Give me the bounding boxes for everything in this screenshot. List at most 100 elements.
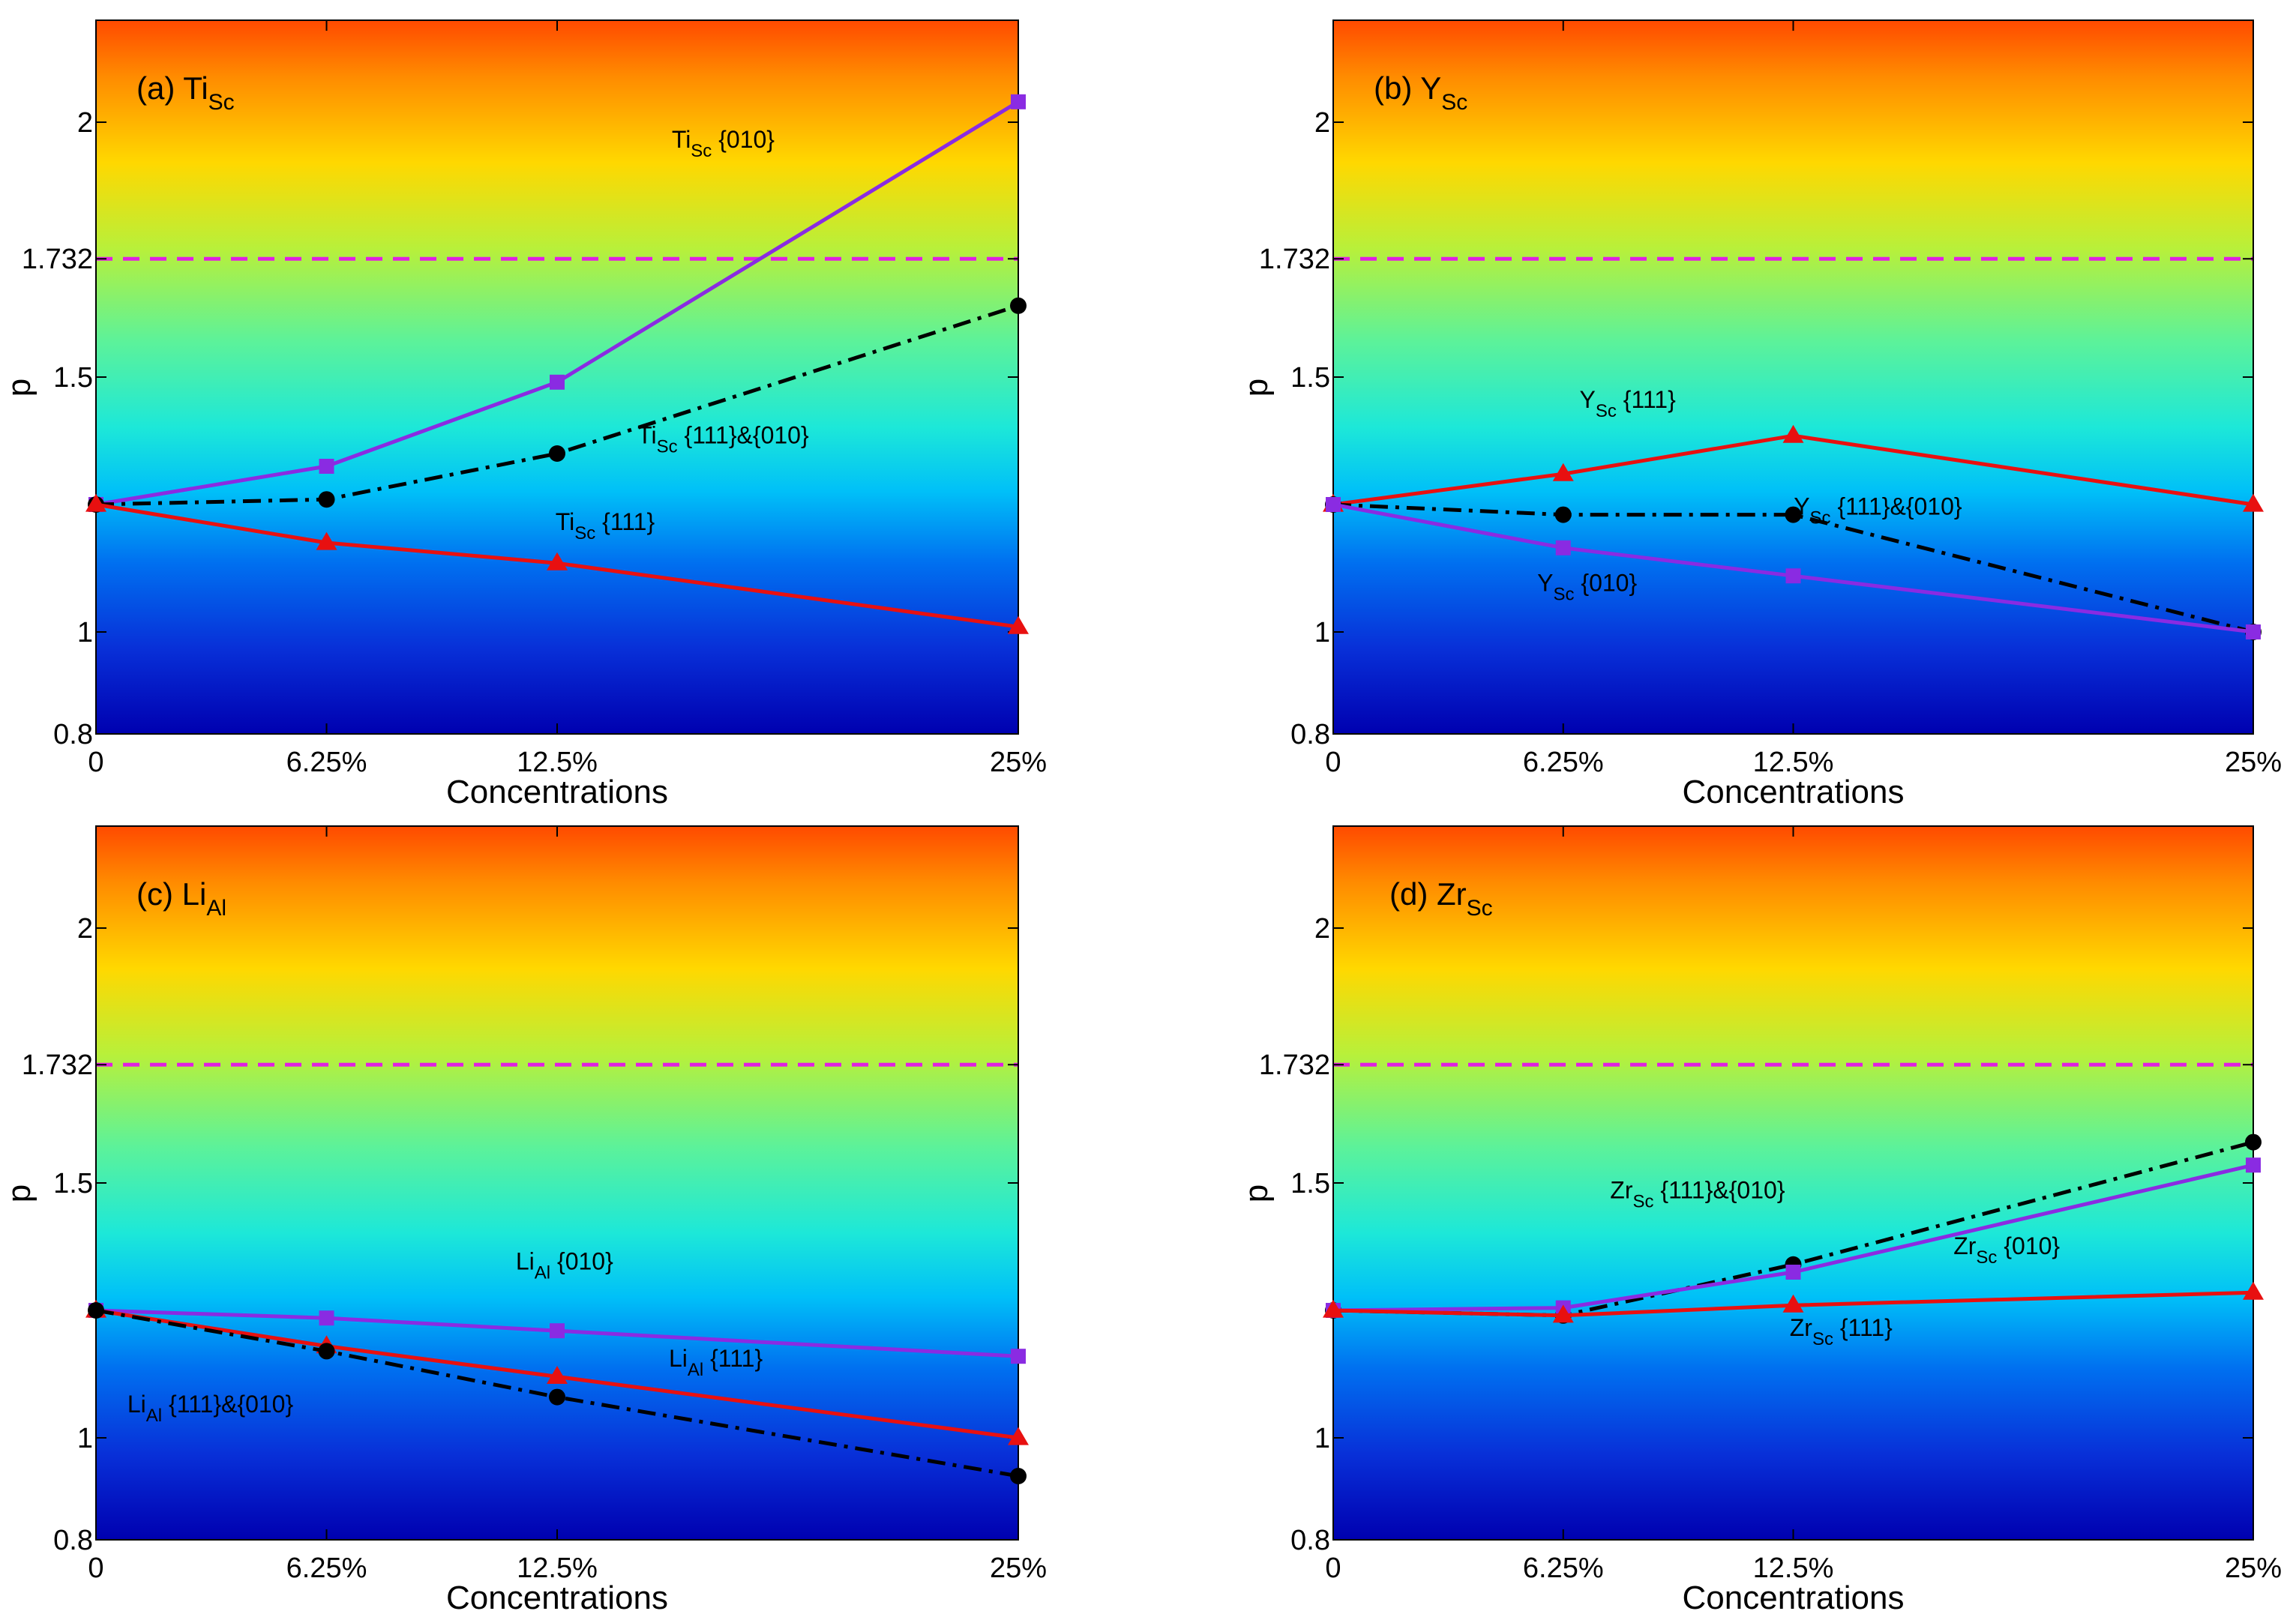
y-tick-label: 1.5: [1290, 362, 1330, 394]
y-axis-label: p: [1, 379, 37, 397]
plot-background: [1333, 20, 2253, 734]
panel-title: (b) YSc: [1374, 70, 1467, 115]
data-point: [1010, 1468, 1027, 1484]
data-point: [1552, 1304, 1574, 1323]
y-tick-label: 1.732: [1259, 244, 1330, 275]
x-tick-label: 0: [1325, 1553, 1341, 1584]
data-point: [1785, 568, 1801, 584]
series-line: [95, 304, 1019, 507]
panel-b: 0.8 1 1.5 1.732 2 0 6.25% 12.5% 25% Concentration…: [1238, 19, 2282, 810]
series-label: LiAl {111}: [669, 1345, 763, 1380]
x-tick-label: 6.25%: [286, 1553, 367, 1584]
plot-background: [96, 826, 1018, 1540]
series-line: [95, 502, 1019, 629]
x-tick-label: 25%: [2225, 1553, 2282, 1584]
data-point: [318, 491, 335, 508]
data-point: [1011, 94, 1026, 109]
data-point: [2246, 624, 2261, 639]
series-label: ZrSc {111}&{010}: [1610, 1176, 1785, 1211]
x-tick-label: 6.25%: [1523, 1553, 1604, 1584]
y-tick-label: 1.5: [53, 1168, 93, 1199]
y-tick-label: 1.732: [22, 244, 93, 275]
y-tick-label: 1: [1314, 617, 1330, 648]
plot-background: [1333, 826, 2253, 1540]
x-axis-label: Concentrations: [446, 774, 668, 810]
data-point: [2243, 1281, 2264, 1300]
panel-d: 0.8 1 1.5 1.732 2 0 6.25% 12.5% 25% Concentration…: [1238, 825, 2282, 1616]
x-tick-label: 12.5%: [1753, 1553, 1834, 1584]
data-point: [1555, 540, 1571, 555]
data-point: [1554, 506, 1572, 523]
series-line: [95, 100, 1020, 507]
data-point: [85, 493, 106, 512]
series-label: TiSc {111}: [556, 508, 655, 543]
y-axis-label: p: [1, 1184, 37, 1202]
series-label: TiSc {111}&{010}: [637, 421, 809, 457]
series-label: ZrSc {111}: [1790, 1314, 1893, 1349]
x-tick-label: 25%: [990, 747, 1047, 778]
series-line: [1332, 1163, 2254, 1313]
data-point: [1326, 497, 1341, 512]
series-label: LiAl {111}&{010}: [127, 1391, 294, 1426]
panel-c: 0.8 1 1.5 1.732 2 0 6.25% 12.5% 25% Concentration…: [1, 825, 1047, 1616]
series-label: YSc {010}: [1537, 570, 1637, 605]
data-point: [1010, 297, 1027, 314]
y-tick-label: 0.8: [53, 1525, 93, 1556]
y-tick-label: 2: [1314, 913, 1330, 945]
y-tick-label: 2: [77, 913, 93, 945]
data-point: [318, 1343, 335, 1360]
x-tick-label: 6.25%: [286, 747, 367, 778]
data-point: [1785, 506, 1802, 523]
data-point: [547, 1366, 568, 1384]
x-tick-label: 0: [88, 1553, 103, 1584]
panel-a: 0.8 1 1.5 1.732 2 0 6.25% 12.5% 25% Concentration…: [1, 19, 1047, 810]
data-point: [2246, 1157, 2261, 1173]
x-tick-label: 25%: [990, 1553, 1047, 1584]
data-point: [88, 1302, 104, 1319]
panel-title: (d) ZrSc: [1389, 876, 1493, 921]
series-line: [95, 1308, 1019, 1478]
series-label: YSc {111}&{010}: [1794, 493, 1962, 529]
y-tick-label: 0.8: [53, 719, 93, 750]
x-tick-label: 25%: [2225, 747, 2282, 778]
data-point: [550, 374, 565, 390]
series-label: LiAl {010}: [516, 1248, 613, 1283]
data-point: [550, 1323, 565, 1339]
y-tick-label: 0.8: [1290, 719, 1330, 750]
data-point: [1552, 463, 1574, 481]
series-line: [1332, 1290, 2254, 1318]
data-point: [319, 1310, 334, 1326]
series-line: [1332, 502, 2254, 634]
data-point: [319, 459, 334, 474]
data-point: [549, 1388, 565, 1406]
series-line: [1332, 502, 2254, 634]
series-line: [95, 1308, 1019, 1440]
y-axis-label: p: [1238, 1184, 1275, 1202]
y-tick-label: 1.5: [1290, 1168, 1330, 1199]
x-axis-label: Concentrations: [1683, 1580, 1905, 1616]
x-axis-label: Concentrations: [446, 1580, 668, 1616]
y-tick-label: 1: [77, 617, 93, 648]
y-tick-label: 1.732: [22, 1050, 93, 1081]
data-point: [1008, 1427, 1029, 1445]
x-tick-label: 12.5%: [1753, 747, 1834, 778]
series-label: TiSc {010}: [672, 126, 775, 161]
y-tick-label: 1.5: [53, 362, 93, 394]
y-tick-label: 1: [1314, 1423, 1330, 1454]
data-point: [1008, 615, 1029, 634]
y-tick-label: 2: [1314, 107, 1330, 139]
panel-title: (c) LiAl: [136, 876, 226, 921]
data-point: [1323, 1299, 1344, 1318]
x-tick-label: 6.25%: [1523, 747, 1604, 778]
series-label: ZrSc {010}: [1953, 1232, 2060, 1268]
y-tick-label: 1.732: [1259, 1050, 1330, 1081]
y-axis-label: p: [1238, 379, 1275, 397]
data-point: [1011, 1349, 1026, 1364]
data-point: [1782, 1294, 1804, 1313]
data-point: [549, 445, 565, 462]
y-tick-label: 0.8: [1290, 1525, 1330, 1556]
data-point: [1782, 424, 1804, 443]
series-line: [95, 1308, 1019, 1358]
x-tick-label: 0: [1325, 747, 1341, 778]
